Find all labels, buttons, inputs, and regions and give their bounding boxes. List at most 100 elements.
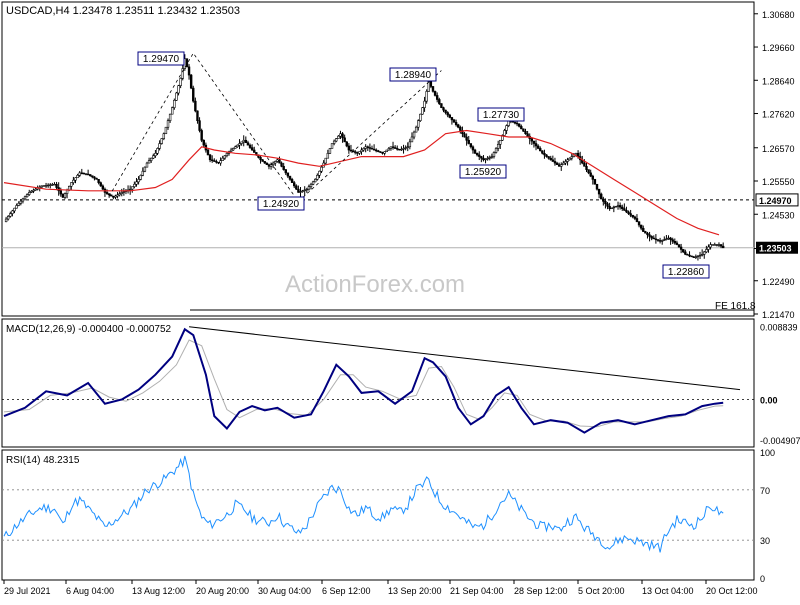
candle-body [713,244,716,246]
candle-body [444,109,447,113]
candle-body [423,100,426,108]
time-tick-label: 20 Aug 20:00 [196,586,249,596]
price-tick-label: 1.22490 [762,277,795,287]
candle-body [158,143,161,149]
price-tick-label: 1.25550 [762,177,795,187]
time-tick-label: 20 Oct 12:00 [706,586,758,596]
candle-body [698,254,702,257]
candle-body [589,172,592,177]
candle-body [614,205,618,208]
candle-body [343,137,346,143]
candle-body [463,133,466,138]
candle-body [526,133,529,137]
candle-body [78,172,81,176]
candle-body [278,159,281,164]
macd-series [2,326,754,434]
candle-body [623,208,626,211]
candle-body [652,237,655,240]
candle-body [366,146,369,148]
candle-body [299,191,302,193]
candle-body [658,240,662,242]
candle-body [314,179,317,183]
candle-body [700,254,704,256]
candle-body [642,227,645,232]
candle-body [221,157,224,161]
candle-body [259,157,262,161]
candle-body [450,117,454,121]
candle-body [147,160,151,164]
candle-body [686,254,689,256]
time-tick-label: 13 Oct 04:00 [642,586,694,596]
candle-body [347,145,351,151]
candle-body [391,146,395,148]
candle-body [131,186,134,190]
candle-body [385,149,388,152]
candle-body [454,122,458,126]
price-label: 1.28940 [395,70,432,81]
candle-body [629,213,632,216]
candle-body [545,154,548,157]
level-lines [2,199,754,311]
candle-body [196,110,199,121]
candle-body [446,112,449,116]
candle-body [650,236,653,239]
rsi-tick-label: 0 [760,574,765,584]
candle-body [694,256,698,258]
candle-body [236,144,239,148]
candle-body [23,196,27,200]
candle-body [173,100,176,108]
candle-body [690,255,693,258]
candle-body [612,206,616,209]
candle-series [4,54,725,261]
time-tick-label: 6 Aug 04:00 [66,586,114,596]
candle-body [320,166,323,172]
candle-body [99,182,102,187]
candle-body [194,100,197,112]
candle-body [646,232,649,236]
candle-body [400,148,403,151]
time-tick-label: 29 Jul 2021 [4,586,51,596]
candle-body [452,119,456,123]
price-label: 1.22860 [668,267,705,278]
candle-body [55,183,58,188]
candle-body [30,191,33,193]
candle-body [442,107,445,111]
candle-body [40,185,44,188]
candle-body [309,183,313,188]
candle-body [387,148,391,151]
candle-body [215,161,218,163]
candle-body [232,148,235,151]
candle-body [261,159,264,162]
candle-body [595,183,599,190]
candle-body [425,91,428,102]
candle-body [139,174,142,180]
candle-body [311,181,315,185]
candle-body [368,147,372,149]
price-tick-label: 1.29660 [762,43,795,53]
candle-body [381,152,384,154]
candle-body [419,113,422,121]
candle-body [11,210,14,214]
candle-body [229,149,233,152]
candle-body [431,86,435,92]
price-tick-label: 1.30680 [762,10,795,20]
candle-body [633,216,637,219]
level-tag: 1.24970 [759,196,792,206]
candle-body [547,156,550,159]
candle-body [143,166,147,172]
candle-body [696,255,700,258]
candle-body [457,124,460,128]
candle-body [145,162,149,168]
candle-body [618,205,622,208]
candle-body [473,149,477,154]
candle-body [339,133,342,137]
candle-body [166,120,170,128]
candle-body [574,152,578,156]
candle-body [494,148,498,153]
candle-body [301,190,304,192]
candle-body [656,239,660,241]
time-tick-label: 5 Oct 20:00 [578,586,625,596]
candle-body [19,200,23,204]
candle-body [63,193,67,198]
candle-body [421,107,424,115]
